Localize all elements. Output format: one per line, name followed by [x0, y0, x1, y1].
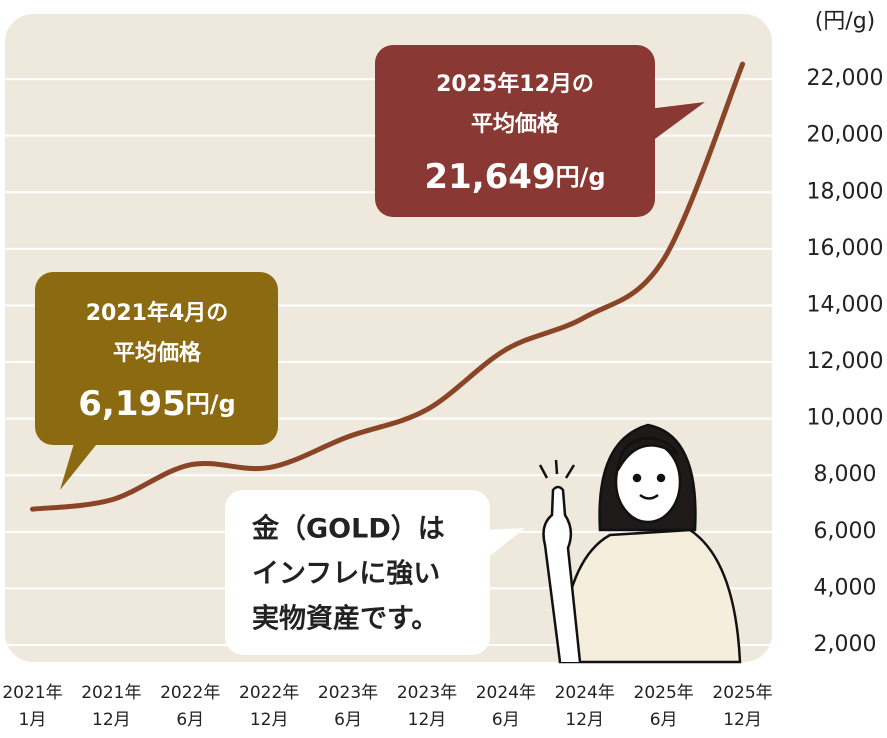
callout-text: 平均価格 — [113, 340, 202, 366]
y-tick-label: 18,000 — [807, 179, 884, 204]
x-tick-label: 2025年 12月 — [712, 683, 772, 730]
y-tick-label: 10,000 — [807, 406, 884, 431]
callout-value: 21,649円/g — [424, 157, 605, 197]
sparkle — [538, 459, 576, 479]
x-tick-line: 1月 — [19, 710, 47, 730]
callout-tail — [60, 440, 100, 490]
y-tick-label: 4,000 — [814, 575, 877, 600]
unit: 円/g — [556, 163, 606, 191]
unit: 円/g — [186, 390, 236, 418]
unit-label: (円/g) — [815, 9, 876, 34]
value: 6,195 — [78, 384, 186, 424]
callout-start: 2021年4月の 平均価格 6,195円/g — [35, 272, 278, 490]
x-tick-label: 2024年 6月 — [476, 683, 536, 730]
callout-box — [35, 272, 278, 445]
mouth — [639, 493, 659, 500]
speech-box — [225, 490, 490, 655]
speech-text: インフレに強い — [252, 559, 440, 590]
x-tick-line: 12月 — [723, 710, 762, 730]
y-tick-label: 16,000 — [807, 236, 884, 261]
x-tick-line: 2024年 — [476, 683, 536, 703]
x-tick-line: 12月 — [92, 710, 131, 730]
lines — [29, 61, 746, 512]
x-tick-line: 2021年 — [81, 683, 141, 703]
y-tick-label: 8,000 — [814, 462, 877, 487]
x-tick-line: 12月 — [408, 710, 447, 730]
callout-text: 2021年4月の — [86, 300, 229, 326]
y-tick-label: 2,000 — [814, 632, 877, 657]
illustration — [538, 423, 742, 664]
eye — [632, 473, 642, 483]
y-tick-label: 12,000 — [807, 349, 884, 374]
callout-latest: 2025年12月の 平均価格 21,649円/g — [375, 45, 705, 217]
speech-text: 実物資産です。 — [252, 603, 438, 635]
x-tick-line: 2022年 — [239, 683, 299, 703]
eye — [656, 473, 666, 483]
x-tick-line: 2022年 — [160, 683, 220, 703]
speech: 金（GOLD）は インフレに強い 実物資産です。 — [225, 490, 525, 655]
price-line — [29, 61, 746, 512]
x-tick-label: 2022年 6月 — [160, 683, 220, 730]
speech-tail — [485, 528, 525, 560]
x-tick-line: 2024年 — [555, 683, 615, 703]
x-tick-line: 6月 — [176, 710, 204, 730]
x-tick-line: 2021年 — [2, 683, 62, 703]
x-tick-line: 2025年 — [634, 683, 694, 703]
bangs — [616, 436, 680, 471]
arm — [542, 485, 582, 663]
x-tick-label: 2022年 12月 — [239, 683, 299, 730]
x-tick-line: 2023年 — [318, 683, 378, 703]
callout-tail — [640, 102, 705, 150]
callout-box — [375, 45, 655, 217]
y-tick-label: 14,000 — [807, 292, 884, 317]
y-tick-label: 6,000 — [814, 519, 877, 544]
x-tick-line: 6月 — [334, 710, 362, 730]
callout-value: 6,195円/g — [78, 384, 236, 424]
callout-text: 平均価格 — [471, 111, 560, 137]
x-tick-label: 2021年 12月 — [81, 683, 141, 730]
speech-text: 金（GOLD）は — [251, 513, 445, 545]
x-tick-line: 12月 — [250, 710, 289, 730]
x-tick-line: 2023年 — [397, 683, 457, 703]
x-tick-label: 2023年 6月 — [318, 683, 378, 730]
y-tick-label: 22,000 — [807, 66, 884, 91]
value: 21,649 — [424, 157, 555, 197]
y-tick-label: 20,000 — [807, 123, 884, 148]
x-tick-line: 6月 — [492, 710, 520, 730]
x-tick-line: 6月 — [650, 710, 678, 730]
callout-text: 2025年12月の — [436, 71, 594, 97]
x-tick-line: 12月 — [565, 710, 604, 730]
x-tick-label: 2024年 12月 — [555, 683, 615, 730]
x-tick-line: 2025年 — [712, 683, 772, 703]
x-tick-label: 2025年 6月 — [634, 683, 694, 730]
x-tick-label: 2023年 12月 — [397, 683, 457, 730]
x-tick-label: 2021年 1月 — [2, 683, 62, 730]
